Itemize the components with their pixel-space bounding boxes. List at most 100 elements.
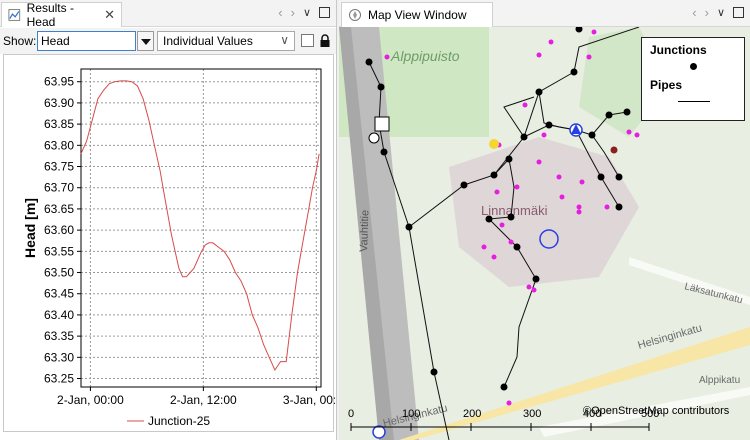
junction-node[interactable] [377, 83, 385, 91]
scale-label-400: 400 [583, 408, 602, 420]
y-tick-label: 63.50 [44, 266, 74, 280]
junction-node[interactable] [615, 203, 623, 211]
mode-select[interactable]: Individual Values ∨ [157, 31, 295, 51]
junction-node[interactable] [507, 213, 515, 221]
chevron-right-icon[interactable]: › [704, 5, 709, 20]
demand-marker [576, 204, 582, 210]
tab-results-head[interactable]: Results - Head ✕ [1, 1, 122, 29]
reservoir-node[interactable] [374, 116, 390, 132]
scale-label-500: 500 [641, 408, 660, 420]
demand-marker [559, 194, 565, 200]
demand-marker [541, 132, 547, 138]
demand-marker [508, 239, 514, 245]
chevron-left-icon[interactable]: ‹ [692, 5, 697, 20]
maximize-icon[interactable] [733, 7, 744, 18]
demand-marker [384, 54, 390, 60]
mode-select-value: Individual Values [163, 34, 253, 48]
label-vauhtitie: Vauhtitie [358, 210, 371, 252]
junction-node[interactable] [485, 215, 493, 223]
junction-node[interactable] [615, 173, 623, 181]
results-view-toolbar: ‹ › ∨ [278, 5, 330, 20]
junction-node[interactable] [532, 275, 540, 283]
demand-marker [499, 222, 505, 228]
demand-marker [494, 189, 500, 195]
network-map[interactable]: Alppipuisto Linnanmäki Vauhtitie Helsing… [339, 27, 750, 440]
junction-node[interactable] [520, 133, 528, 141]
chevron-right-icon[interactable]: › [290, 5, 295, 20]
junction-node[interactable] [365, 58, 373, 66]
legend-pipes-label: Pipes [650, 78, 683, 92]
pipe[interactable] [573, 27, 640, 73]
y-tick-label: 63.40 [44, 308, 74, 322]
junction-node[interactable] [605, 111, 613, 119]
legend-entry: Junction-25 [148, 414, 210, 428]
junction-node[interactable] [405, 223, 413, 231]
junction-node[interactable] [460, 181, 468, 189]
valve-node-bottom[interactable] [372, 425, 386, 439]
pipe[interactable] [488, 157, 515, 220]
minor-street-2 [629, 257, 750, 305]
show-dropdown-button[interactable] [137, 31, 154, 51]
junction-node[interactable] [513, 243, 521, 251]
pump-node[interactable] [368, 132, 380, 144]
show-input[interactable]: Head [37, 31, 136, 51]
option-checkbox[interactable] [301, 34, 314, 47]
x-tick-label: 3-Jan, 00:00 [283, 393, 335, 407]
chevron-left-icon[interactable]: ‹ [278, 5, 283, 20]
close-tab-icon[interactable]: ✕ [104, 7, 115, 22]
junction-node[interactable] [597, 173, 605, 181]
junction-node[interactable] [623, 108, 631, 116]
pipe[interactable] [503, 96, 535, 138]
demand-marker [576, 209, 582, 215]
junction-node[interactable] [588, 131, 596, 139]
head-chart-area: 63.25 63.30 63.35 63.40 63.45 63.50 63.55 63.60… [3, 54, 335, 432]
demand-marker [536, 159, 542, 165]
map-attribution: ©OpenStreetMap contributors [583, 405, 730, 417]
valve-icon [571, 124, 581, 134]
label-linnanmaki: Linnanmäki [481, 203, 548, 218]
chevron-down-icon: ∨ [280, 33, 289, 47]
scale-label-200: 200 [463, 408, 482, 420]
lock-icon[interactable] [319, 34, 331, 48]
minor-street [539, 387, 750, 437]
map-tabbar: Map View Window ‹ › ∨ [339, 0, 750, 27]
demand-marker [522, 102, 528, 108]
demand-marker [491, 254, 497, 260]
chart-legend: Junction-25 [127, 414, 210, 428]
junction-node[interactable] [500, 383, 508, 391]
demand-marker [626, 129, 632, 135]
results-tabbar: Results - Head ✕ ‹ › ∨ [0, 0, 336, 29]
demand-marker [591, 29, 597, 35]
demand-marker [604, 204, 610, 210]
maximize-icon[interactable] [319, 7, 330, 18]
junction-node[interactable] [545, 121, 553, 129]
y-tick-label: 63.80 [44, 138, 74, 152]
junction-node[interactable] [575, 27, 583, 33]
selected-junction-node[interactable] [489, 139, 499, 149]
pipe[interactable] [575, 129, 620, 208]
demand-marker [548, 39, 554, 45]
x-axis-ticks: 2-Jan, 00:00 2-Jan, 12:00 3-Jan, 00:00 [57, 387, 335, 407]
view-menu-chevron-icon[interactable]: ∨ [302, 7, 311, 19]
junction-node[interactable] [490, 171, 498, 179]
view-menu-chevron-icon[interactable]: ∨ [716, 7, 725, 19]
label-alppikatu: Alppikatu [699, 375, 740, 386]
y-axis-label: Head [m] [22, 198, 38, 258]
head-chart: 63.25 63.30 63.35 63.40 63.45 63.50 63.55 63.60… [22, 68, 335, 428]
results-panel: Results - Head ✕ ‹ › ∨ Show: Head Indivi… [0, 0, 337, 440]
junction-node[interactable] [430, 368, 438, 376]
highlight-junction[interactable] [610, 146, 618, 154]
show-toolbar: Show: Head Individual Values ∨ [0, 28, 336, 54]
junction-node[interactable] [570, 68, 578, 76]
y-tick-label: 63.90 [44, 96, 74, 110]
junction-node[interactable] [380, 148, 388, 156]
junction-node[interactable] [505, 155, 513, 163]
pipe[interactable] [591, 134, 620, 178]
junction-node[interactable] [535, 88, 543, 96]
legend-junction-symbol [690, 63, 697, 70]
y-tick-label: 63.70 [44, 181, 74, 195]
tab-results-label: Results - Head [26, 1, 74, 29]
tab-map-view[interactable]: Map View Window [341, 2, 493, 27]
tank-node[interactable] [539, 229, 559, 249]
y-tick-label: 63.60 [44, 223, 74, 237]
